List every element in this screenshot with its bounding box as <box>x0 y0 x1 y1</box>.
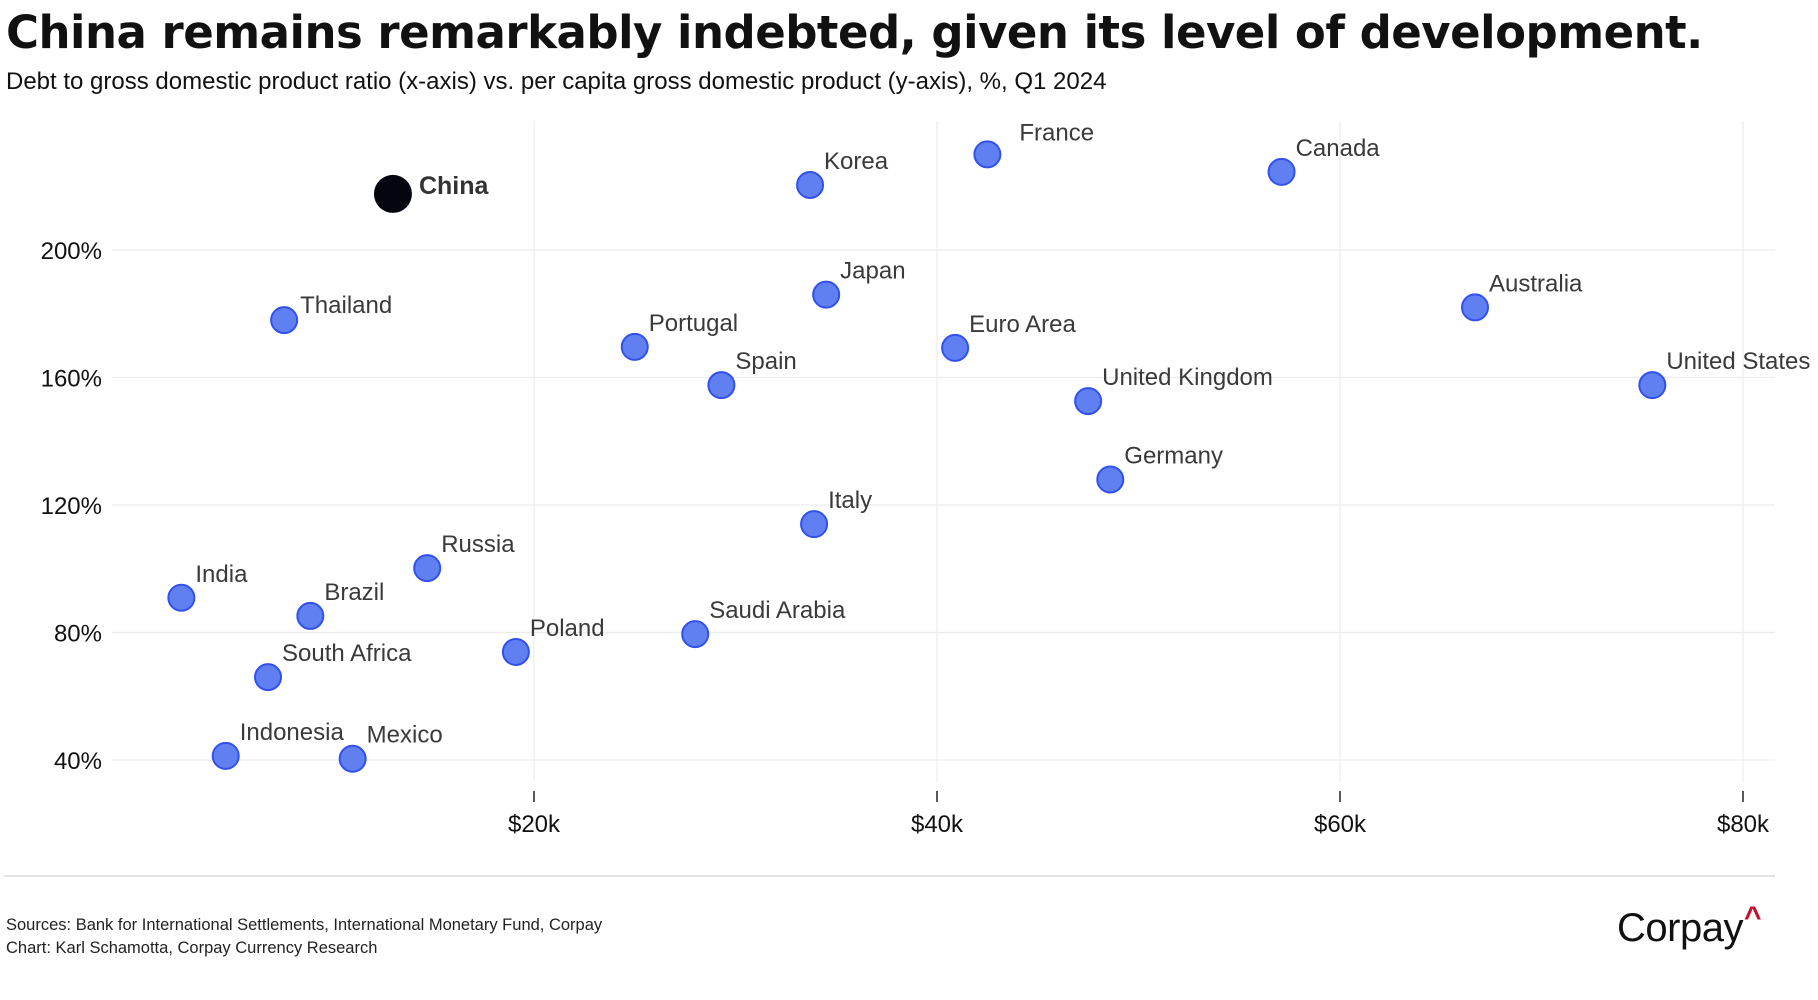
x-tick-label: $40k <box>911 811 964 838</box>
data-point-japan[interactable] <box>812 280 841 309</box>
data-point-france[interactable] <box>973 140 1002 169</box>
sources-line: Sources: Bank for International Settleme… <box>6 916 603 934</box>
logo-caret-icon: ^ <box>1743 901 1762 934</box>
data-label-france: France <box>1019 119 1094 146</box>
data-label-india: India <box>195 561 248 588</box>
y-tick-label: 200% <box>41 238 102 265</box>
data-label-canada: Canada <box>1296 135 1381 162</box>
data-point-spain[interactable] <box>707 371 736 400</box>
data-label-germany: Germany <box>1124 443 1223 470</box>
data-point-united-states[interactable] <box>1638 371 1667 400</box>
data-point-united-kingdom[interactable] <box>1074 387 1103 416</box>
x-tick-label: $80k <box>1717 811 1770 838</box>
data-label-china: China <box>419 172 490 200</box>
data-point-portugal[interactable] <box>620 332 649 361</box>
data-label-russia: Russia <box>441 531 515 558</box>
data-point-indonesia[interactable] <box>211 741 240 770</box>
data-label-poland: Poland <box>530 615 605 642</box>
data-label-japan: Japan <box>840 258 905 285</box>
scatter-chart: 40% 80% 120% 160% 200% $20k $40k $60k $80k China… <box>41 119 1811 838</box>
data-point-euro-area[interactable] <box>941 333 970 362</box>
data-label-korea: Korea <box>824 148 889 175</box>
data-label-south-africa: South Africa <box>282 640 412 667</box>
data-point-australia[interactable] <box>1461 293 1490 322</box>
axes: 40% 80% 120% 160% 200% $20k $40k $60k $80k <box>41 238 1770 838</box>
data-point-india[interactable] <box>167 583 196 612</box>
data-point-south-africa[interactable] <box>254 663 283 692</box>
footer-divider <box>4 875 1775 877</box>
source-notes: Sources: Bank for International Settleme… <box>6 914 602 960</box>
credit-line: Chart: Karl Schamotta, Corpay Currency R… <box>6 939 378 957</box>
logo-wordmark: Corpay <box>1617 906 1743 950</box>
chart-subtitle: Debt to gross domestic product ratio (x-… <box>6 68 1107 95</box>
data-labels: China Korea France Canada Thailand Japan Austr… <box>195 119 1810 748</box>
data-label-thailand: Thailand <box>300 292 392 319</box>
data-label-portugal: Portugal <box>649 310 738 337</box>
gridlines <box>112 121 1775 782</box>
data-point-italy[interactable] <box>800 510 829 539</box>
data-point-korea[interactable] <box>796 170 825 199</box>
y-tick-label: 160% <box>41 366 102 393</box>
y-tick-label: 120% <box>41 493 102 520</box>
data-label-italy: Italy <box>828 487 872 514</box>
data-label-united-states: United States <box>1666 348 1810 375</box>
data-label-euro-area: Euro Area <box>969 311 1076 338</box>
data-point-canada[interactable] <box>1267 157 1296 186</box>
chart-title: China remains remarkably indebted, given… <box>6 6 1703 59</box>
data-point-mexico[interactable] <box>338 744 367 773</box>
data-points <box>167 140 1667 773</box>
x-tick-label: $60k <box>1314 811 1367 838</box>
data-label-united-kingdom: United Kingdom <box>1102 364 1273 391</box>
y-tick-label: 40% <box>54 748 102 775</box>
data-point-poland[interactable] <box>501 637 530 666</box>
data-point-thailand[interactable] <box>270 306 299 335</box>
data-label-spain: Spain <box>735 348 796 375</box>
data-label-australia: Australia <box>1489 270 1583 297</box>
data-point-china[interactable] <box>373 174 412 213</box>
data-point-brazil[interactable] <box>296 601 325 630</box>
data-label-brazil: Brazil <box>324 579 384 606</box>
data-label-saudi-arabia: Saudi Arabia <box>709 597 846 624</box>
x-tick-label: $20k <box>508 811 561 838</box>
data-point-russia[interactable] <box>413 554 442 583</box>
data-point-saudi-arabia[interactable] <box>681 620 710 649</box>
data-label-mexico: Mexico <box>367 722 443 749</box>
corpay-logo: Corpay^ <box>1617 901 1761 951</box>
data-point-germany[interactable] <box>1096 465 1125 494</box>
data-label-indonesia: Indonesia <box>240 719 345 746</box>
y-tick-label: 80% <box>54 621 102 648</box>
